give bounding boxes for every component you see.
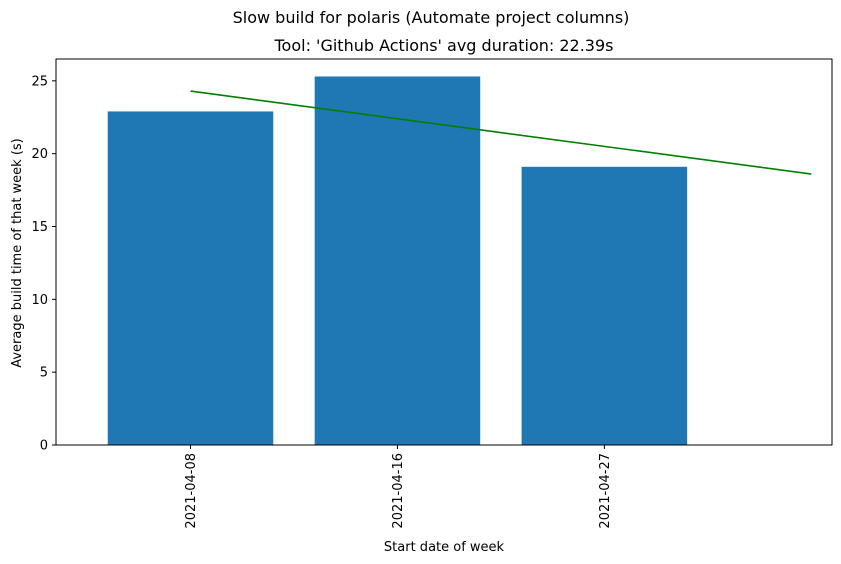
y-tick-label: 5 xyxy=(40,366,48,381)
trend-line xyxy=(190,90,812,175)
y-tick-label: 15 xyxy=(31,220,48,235)
bar-2021-04-27 xyxy=(521,166,688,445)
x-tick-label: 2021-04-16 xyxy=(391,453,406,529)
bar-2021-04-16 xyxy=(314,76,481,445)
y-tick-label: 20 xyxy=(31,147,48,162)
chart-title: Slow build for polaris (Automate project… xyxy=(233,8,630,27)
y-tick-label: 0 xyxy=(40,439,48,454)
y-tick-label: 25 xyxy=(31,74,48,89)
x-tick-label: 2021-04-27 xyxy=(598,453,613,529)
y-tick-label: 10 xyxy=(31,293,48,308)
bars xyxy=(107,76,688,445)
chart-subtitle: Tool: 'Github Actions' avg duration: 22.… xyxy=(274,36,614,55)
y-axis-label: Average build time of that week (s) xyxy=(10,138,25,368)
x-tick-label: 2021-04-08 xyxy=(184,453,199,529)
x-axis-label: Start date of week xyxy=(384,540,505,555)
x-axis: 2021-04-08 2021-04-16 2021-04-27 xyxy=(184,445,613,529)
bar-2021-04-08 xyxy=(107,111,274,445)
y-axis: 0 5 10 15 20 25 xyxy=(31,74,56,454)
trend-line-group xyxy=(190,90,812,175)
plot-frame xyxy=(55,58,833,446)
